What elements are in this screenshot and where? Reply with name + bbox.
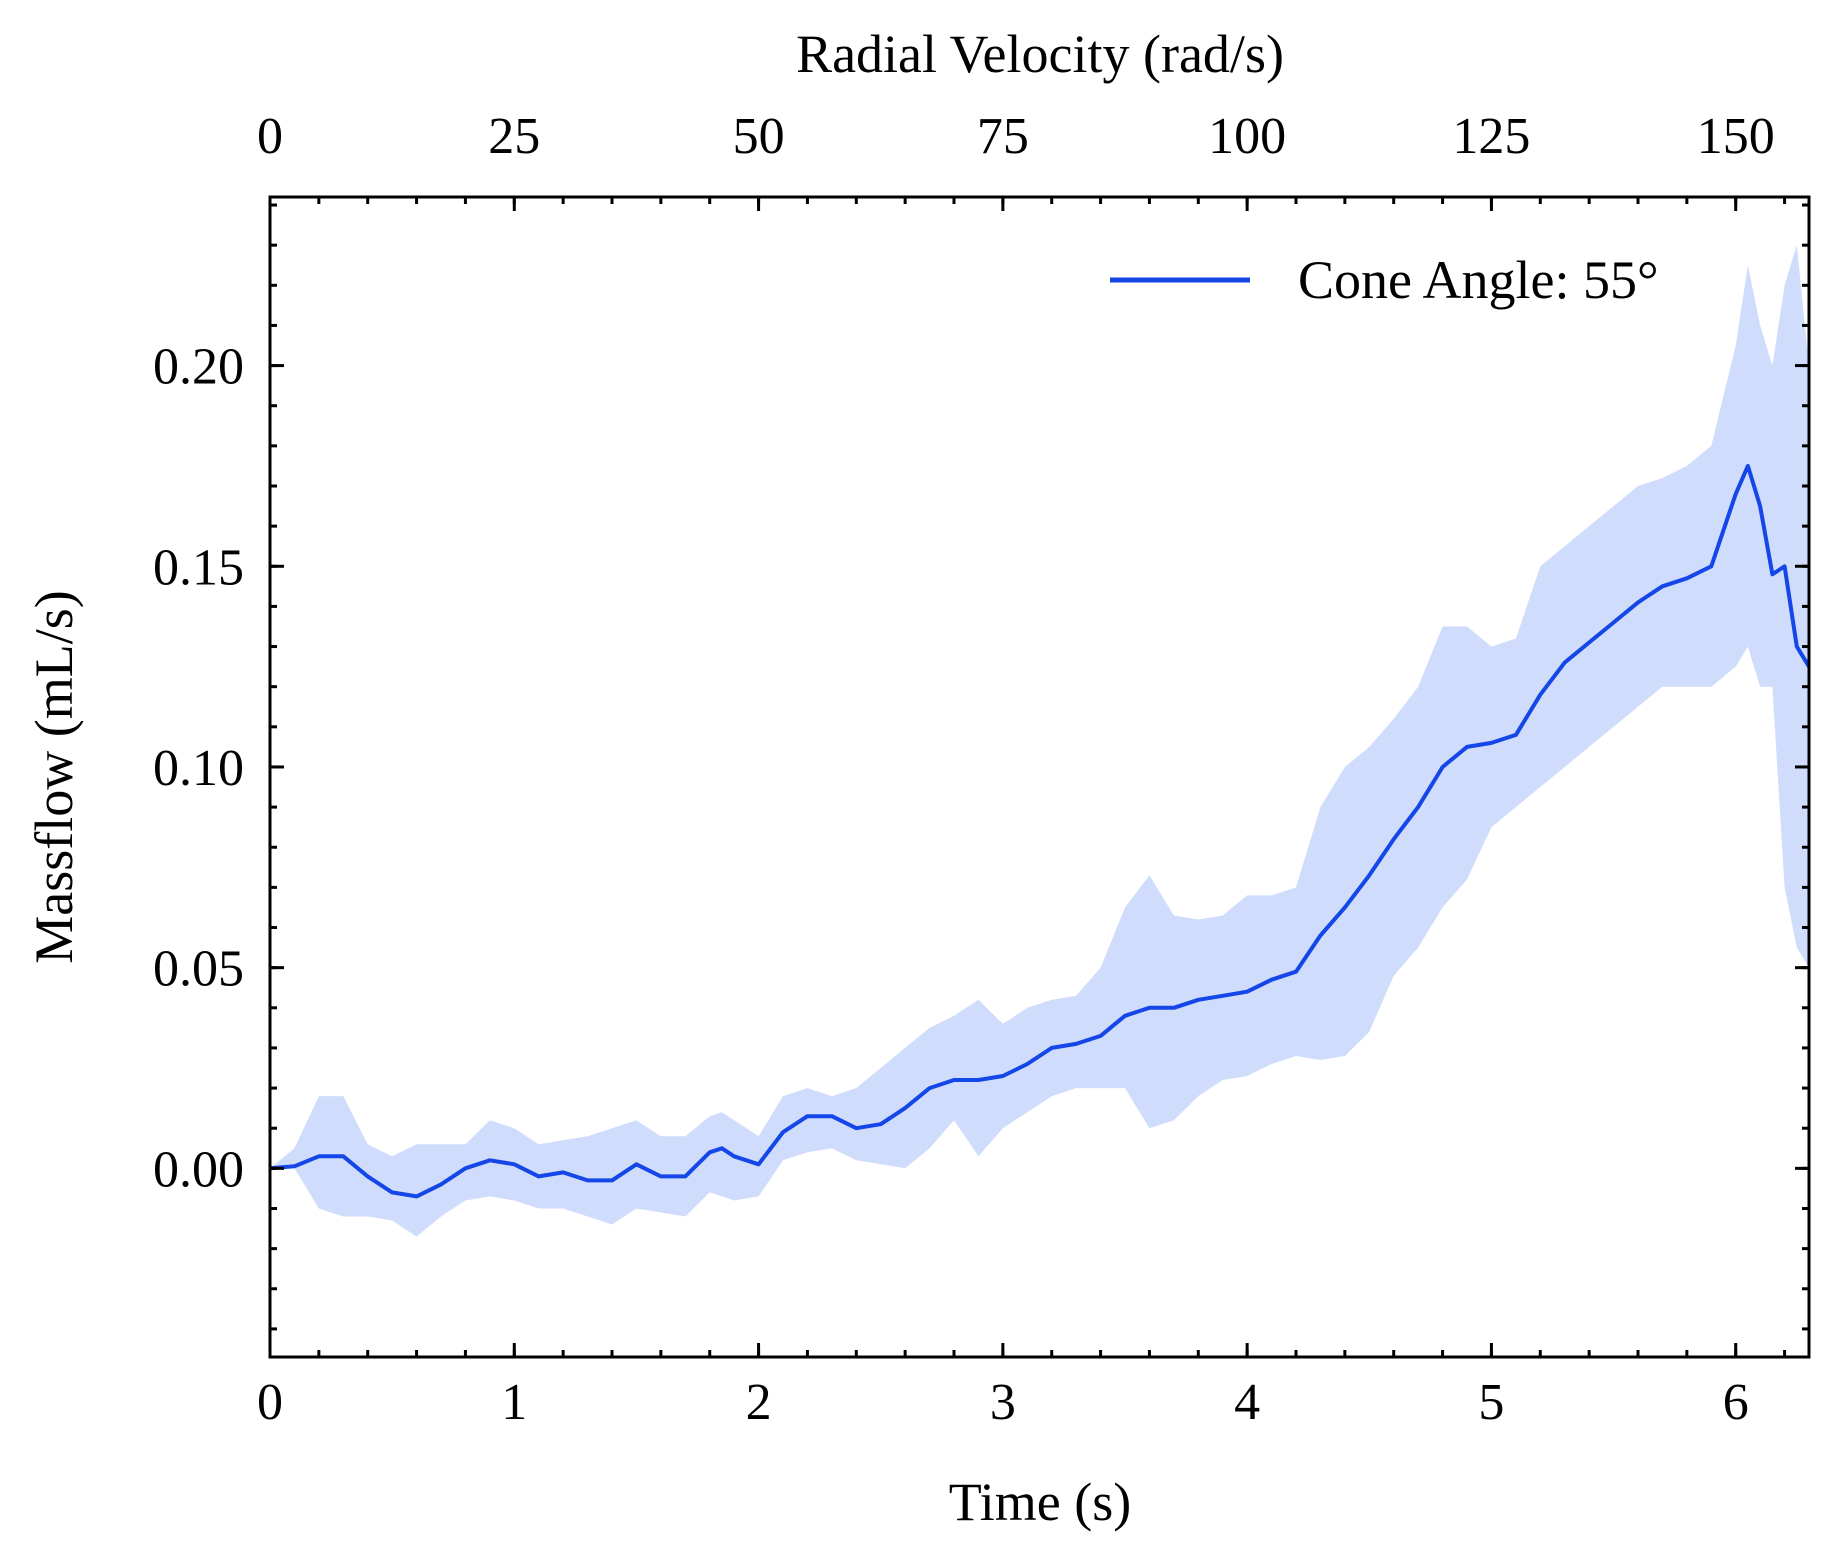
y-tick-label: 0.15 <box>153 539 244 596</box>
top-tick-label: 50 <box>733 108 785 165</box>
x-axis-label: Time (s) <box>949 1472 1132 1532</box>
y-tick-label: 0.20 <box>153 339 244 396</box>
top-tick-label: 125 <box>1452 108 1530 165</box>
x-tick-label: 5 <box>1478 1374 1504 1431</box>
legend: Cone Angle: 55° <box>1110 250 1659 310</box>
x-tick-label: 3 <box>990 1374 1016 1431</box>
top-tick-label: 150 <box>1697 108 1775 165</box>
top-tick-label: 75 <box>977 108 1029 165</box>
confidence-band <box>270 245 1809 1237</box>
x-tick-label: 0 <box>257 1374 283 1431</box>
y-tick-label: 0.00 <box>153 1141 244 1198</box>
confidence-band-layer <box>270 245 1809 1237</box>
plot-frame <box>268 195 1811 1359</box>
legend-label: Cone Angle: 55° <box>1298 250 1659 310</box>
tick-labels-layer: 0 1 2 3 4 5 6 0 25 50 75 100 125 150 0.00 0.05 0.10 0.15 0… <box>153 108 1775 1431</box>
top-tick-label: 0 <box>257 108 283 165</box>
top-x-axis-label: Radial Velocity (rad/s) <box>796 24 1284 84</box>
x-tick-label: 4 <box>1234 1374 1260 1431</box>
top-tick-label: 25 <box>488 108 540 165</box>
series-line <box>269 463 1811 1199</box>
series-line-layer <box>269 463 1811 1199</box>
y-tick-label: 0.10 <box>153 740 244 797</box>
x-tick-label: 1 <box>501 1374 527 1431</box>
top-tick-label: 100 <box>1208 108 1286 165</box>
x-tick-label: 2 <box>746 1374 772 1431</box>
x-tick-label: 6 <box>1723 1374 1749 1431</box>
y-axis-label: Massflow (mL/s) <box>24 590 84 963</box>
y-tick-label: 0.05 <box>153 941 244 998</box>
